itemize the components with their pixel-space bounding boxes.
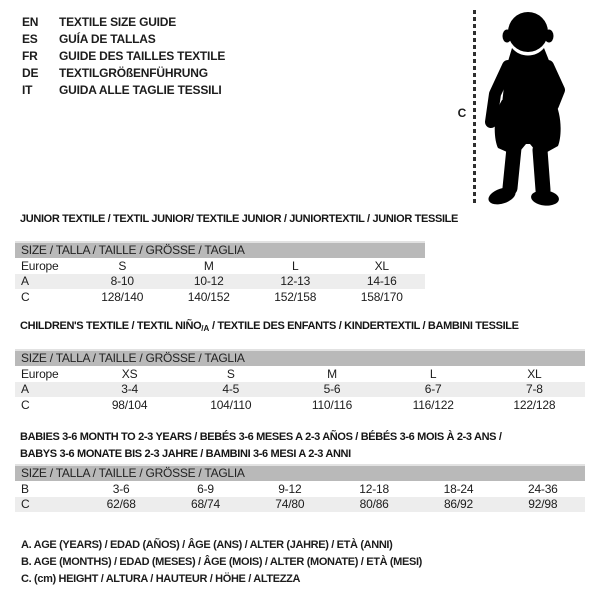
size-cell: 68/74 (190, 497, 220, 512)
title-text-line1: BABIES 3-6 MONTH TO 2-3 YEARS / BEBÉS 3-… (20, 431, 502, 443)
title-subscript: /A (201, 324, 210, 333)
size-cell: 7-8 (526, 382, 543, 397)
size-header-bar: SIZE / TALLA / TAILLE / GRÖSSE / TAGLIA (15, 241, 425, 258)
language-code: ES (22, 32, 38, 46)
size-cell: 62/68 (106, 497, 136, 512)
row-label: Europe (21, 258, 59, 273)
table-row: C 128/140 140/152 152/158 158/170 (15, 289, 425, 305)
children-size-table: SIZE / TALLA / TAILLE / GRÖSSE / TAGLIA … (15, 349, 585, 413)
size-cell: 128/140 (101, 289, 144, 304)
size-cell: S (226, 366, 235, 381)
size-cell: XS (121, 366, 138, 381)
language-row: DE TEXTILGRÖßENFÜHRUNG (22, 65, 225, 82)
baby-silhouette-icon (485, 12, 565, 206)
footnote-b: B. AGE (MONTHS) / EDAD (MESES) / ÂGE (MO… (21, 556, 422, 568)
language-list: EN TEXTILE SIZE GUIDE ES GUÍA DE TALLAS … (22, 14, 225, 99)
size-cell: M (203, 258, 214, 273)
size-cell: L (429, 366, 437, 381)
size-cell: 6-7 (424, 382, 442, 397)
size-cell: XL (374, 258, 389, 273)
row-label: C (21, 497, 30, 512)
children-table-title: CHILDREN'S TEXTILE / TEXTIL NIÑO/A / TEX… (20, 320, 519, 335)
language-label: TEXTILE SIZE GUIDE (59, 15, 177, 29)
size-cell: 18-24 (443, 481, 474, 496)
language-label: GUIDA ALLE TAGLIE TESSILI (59, 83, 222, 97)
size-cell: L (292, 258, 299, 273)
junior-size-table: SIZE / TALLA / TAILLE / GRÖSSE / TAGLIA … (15, 241, 425, 305)
language-row: EN TEXTILE SIZE GUIDE (22, 14, 225, 31)
size-cell: 3-6 (112, 481, 130, 496)
size-cell: 86/92 (443, 497, 473, 512)
table-row: A 3-4 4-5 5-6 6-7 7-8 (15, 381, 585, 397)
title-text: JUNIOR TEXTILE / TEXTIL JUNIOR/ TEXTILE … (20, 213, 459, 225)
row-label: Europe (21, 366, 59, 381)
language-code: EN (22, 15, 39, 29)
table-row: C 98/104 104/110 110/116 116/122 122/128 (15, 397, 585, 413)
size-cell: 98/104 (111, 397, 148, 412)
size-cell: 5-6 (323, 382, 341, 397)
language-code: DE (22, 66, 39, 80)
size-cell: 122/128 (513, 397, 556, 412)
table-row: Europe S M L XL (15, 258, 425, 274)
language-row: ES GUÍA DE TALLAS (22, 31, 225, 48)
language-code: IT (22, 83, 33, 97)
title-text: / TEXTILE DES ENFANTS / KINDERTEXTIL / B… (209, 320, 519, 332)
height-dashed-line (473, 10, 476, 206)
babies-size-table: SIZE / TALLA / TAILLE / GRÖSSE / TAGLIA … (15, 464, 585, 512)
row-label: C (21, 289, 30, 304)
size-cell: M (327, 366, 337, 381)
language-label: GUIDE DES TAILLES TEXTILE (59, 49, 226, 63)
language-row: IT GUIDA ALLE TAGLIE TESSILI (22, 82, 225, 99)
size-cell: 158/170 (360, 289, 403, 304)
size-cell: 6-9 (197, 481, 214, 496)
table-row: C 62/68 68/74 74/80 80/86 86/92 92/98 (15, 496, 585, 512)
table-row: Europe XS S M L XL (15, 366, 585, 382)
size-cell: 92/98 (528, 497, 558, 512)
size-cell: 80/86 (359, 497, 389, 512)
row-label: B (21, 481, 29, 496)
size-cell: XL (527, 366, 542, 381)
language-label: TEXTILGRÖßENFÜHRUNG (59, 66, 208, 80)
junior-table-title: JUNIOR TEXTILE / TEXTIL JUNIOR/ TEXTILE … (20, 213, 458, 228)
height-measure-label: C (457, 106, 467, 120)
size-cell: 140/152 (187, 289, 230, 304)
size-cell: S (118, 258, 127, 273)
size-cell: 14-16 (366, 274, 397, 289)
row-label: A (21, 382, 29, 397)
size-cell: 116/122 (412, 397, 454, 412)
row-label: C (21, 397, 30, 412)
size-cell: 4-5 (222, 382, 240, 397)
language-code: FR (22, 49, 38, 63)
language-row: FR GUIDE DES TAILLES TEXTILE (22, 48, 225, 65)
size-cell: 74/80 (275, 497, 305, 512)
size-cell: 24-36 (527, 481, 558, 496)
title-text-line2: BABYS 3-6 MONATE BIS 2-3 JAHRE / BAMBINI… (20, 448, 351, 460)
size-cell: 12-18 (359, 481, 389, 496)
size-cell: 9-12 (278, 481, 302, 496)
size-cell: 110/116 (311, 397, 353, 412)
size-cell: 12-13 (280, 274, 311, 289)
size-cell: 10-12 (193, 274, 224, 289)
row-label: A (21, 274, 29, 289)
size-cell: 3-4 (121, 382, 138, 397)
babies-table-title: BABIES 3-6 MONTH TO 2-3 YEARS / BEBÉS 3-… (20, 429, 502, 463)
size-cell: 104/110 (210, 397, 252, 412)
title-text: CHILDREN'S TEXTILE / TEXTIL NIÑO (20, 320, 202, 332)
table-row: B 3-6 6-9 9-12 12-18 18-24 24-36 (15, 481, 585, 497)
footnote-c: C. (cm) HEIGHT / ALTURA / HAUTEUR / HÖHE… (21, 573, 301, 585)
size-cell: 8-10 (110, 274, 134, 289)
size-cell: 152/158 (274, 289, 317, 304)
footnotes: A. AGE (YEARS) / EDAD (AÑOS) / ÂGE (ANS)… (21, 537, 422, 588)
language-label: GUÍA DE TALLAS (59, 32, 156, 46)
size-header-bar: SIZE / TALLA / TAILLE / GRÖSSE / TAGLIA (15, 464, 585, 481)
footnote-a: A. AGE (YEARS) / EDAD (AÑOS) / ÂGE (ANS)… (21, 539, 393, 551)
table-row: A 8-10 10-12 12-13 14-16 (15, 273, 425, 289)
size-header-bar: SIZE / TALLA / TAILLE / GRÖSSE / TAGLIA (15, 349, 585, 366)
